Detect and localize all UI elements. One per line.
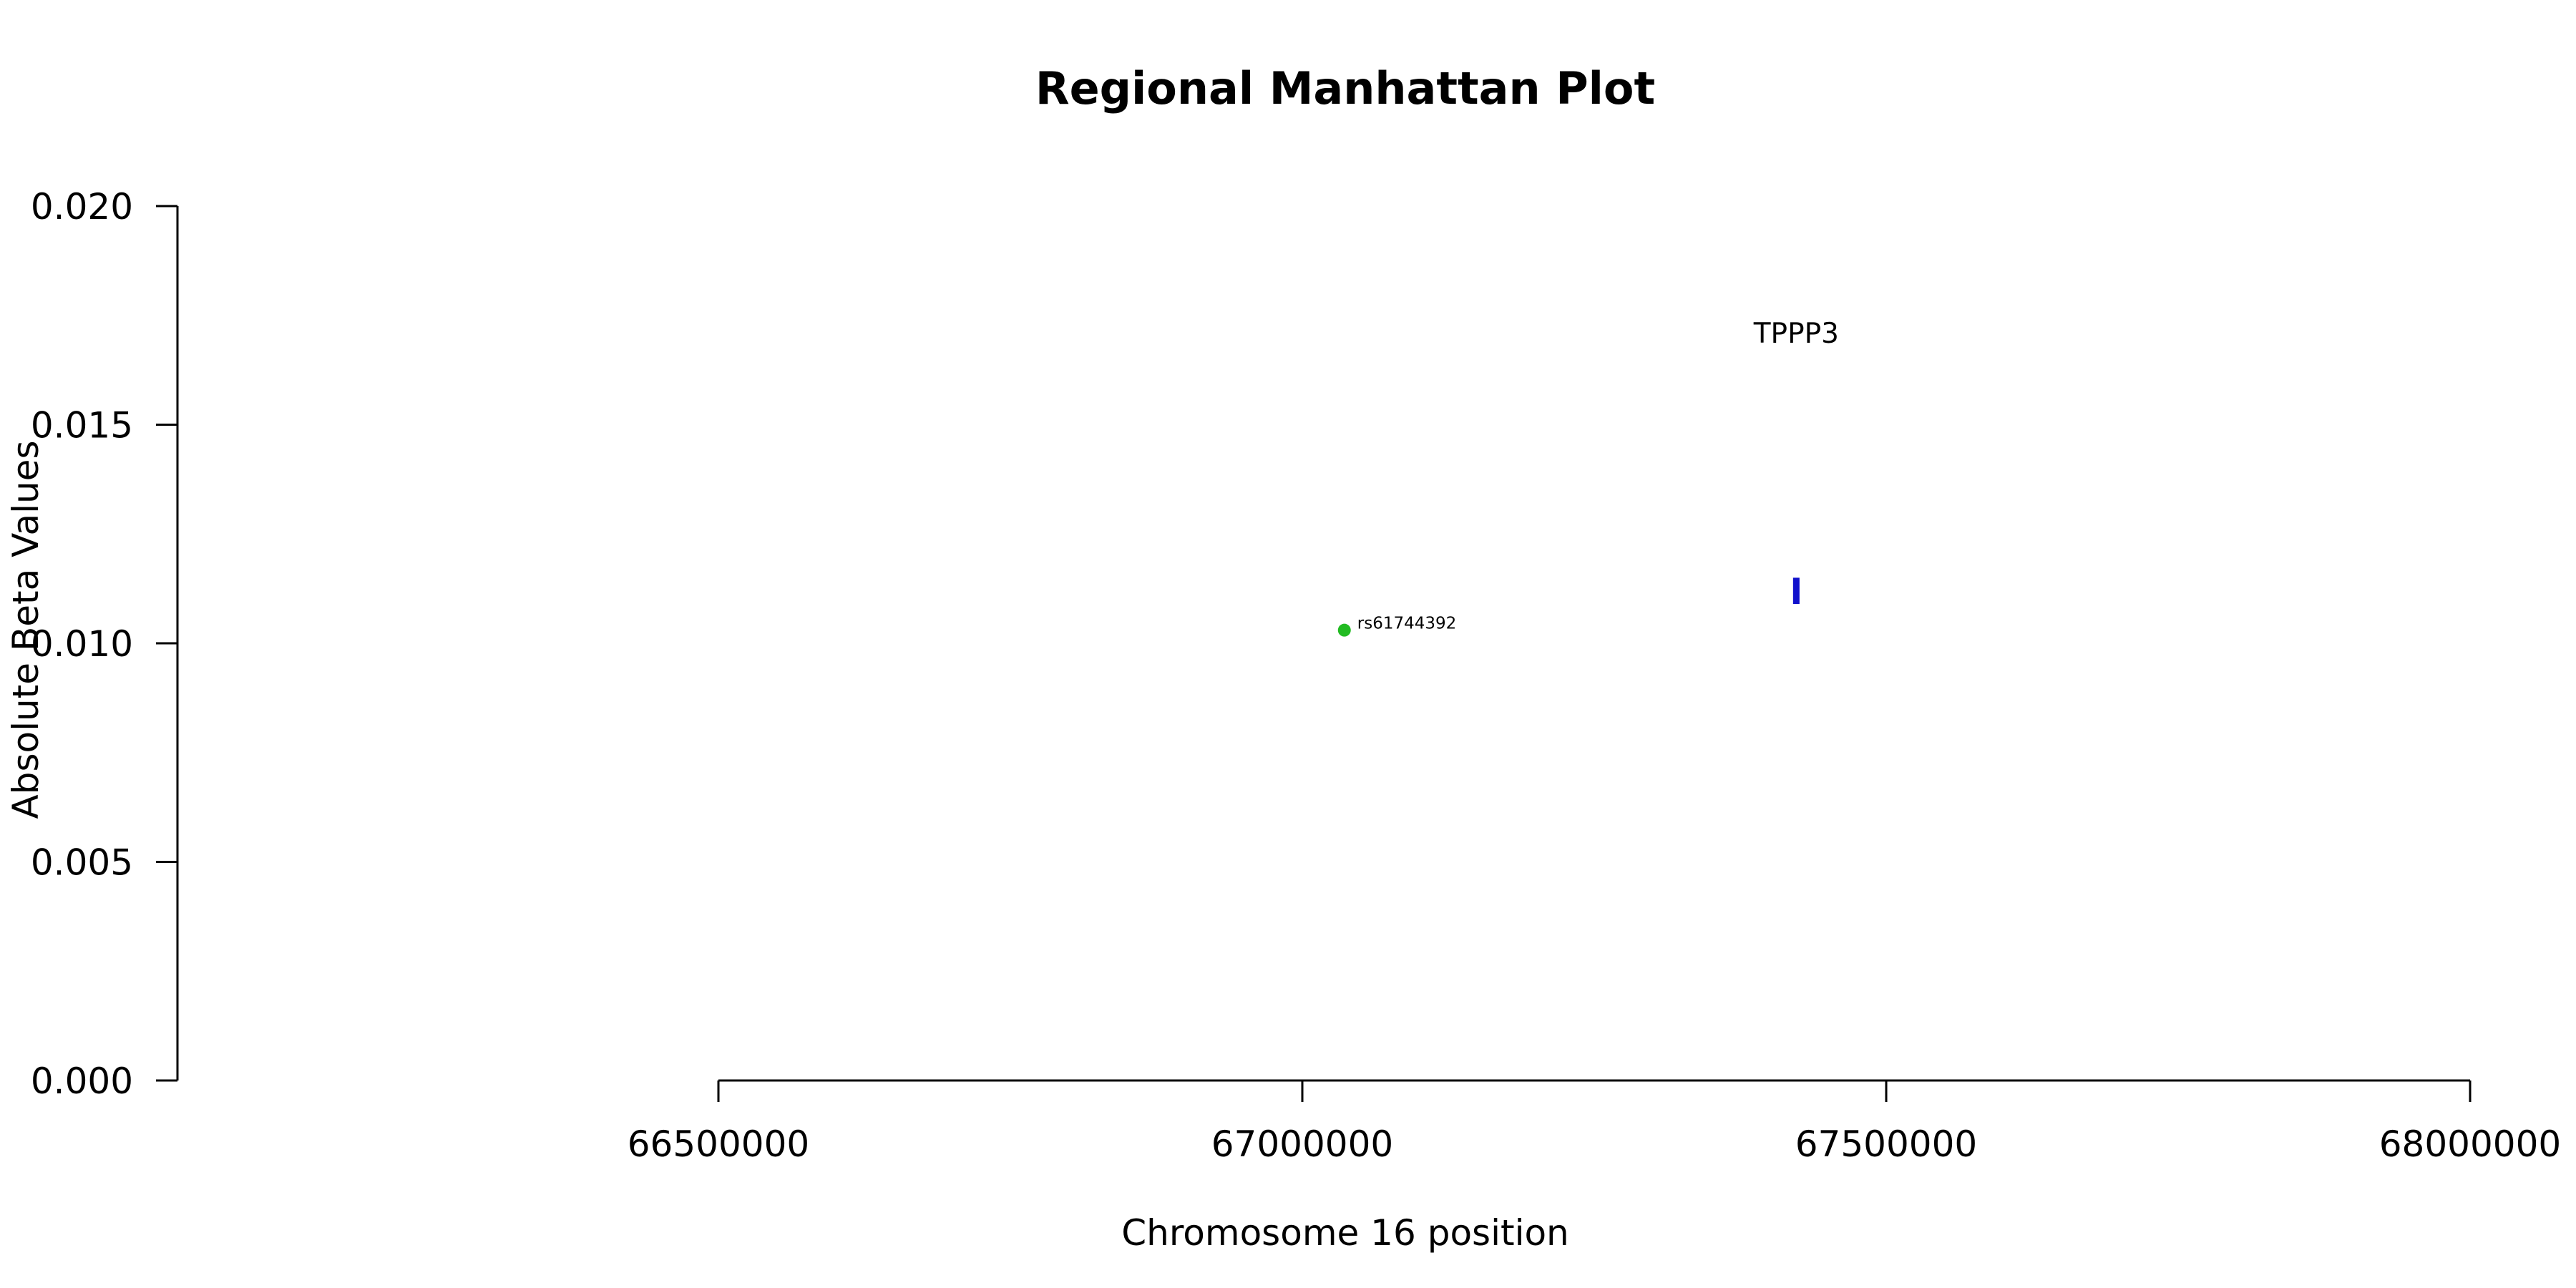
y-axis-label: Absolute Beta Values	[5, 441, 47, 819]
points-layer: rs61744392	[1337, 615, 1457, 637]
genes-layer: TPPP3	[1753, 318, 1839, 605]
y-tick-label: 0.005	[31, 842, 133, 884]
snp-point	[1337, 623, 1351, 637]
chart-title: Regional Manhattan Plot	[1035, 62, 1655, 114]
gene-label: TPPP3	[1753, 318, 1839, 350]
x-axis-ticks: 66500000 67000000 67500000 68000000	[628, 1080, 2562, 1165]
x-tick-label: 68000000	[2379, 1123, 2562, 1165]
y-axis-ticks: 0.000 0.005 0.010 0.015 0.020	[31, 186, 177, 1102]
y-tick-label: 0.000	[31, 1060, 133, 1102]
x-tick-label: 67500000	[1795, 1123, 1978, 1165]
x-tick-label: 67000000	[1211, 1123, 1394, 1165]
y-tick-label: 0.020	[31, 186, 133, 228]
y-tick-label: 0.010	[31, 623, 133, 665]
snp-label: rs61744392	[1357, 615, 1457, 633]
x-axis-label: Chromosome 16 position	[1121, 1212, 1569, 1254]
y-tick-label: 0.015	[31, 405, 133, 447]
x-tick-label: 66500000	[628, 1123, 810, 1165]
